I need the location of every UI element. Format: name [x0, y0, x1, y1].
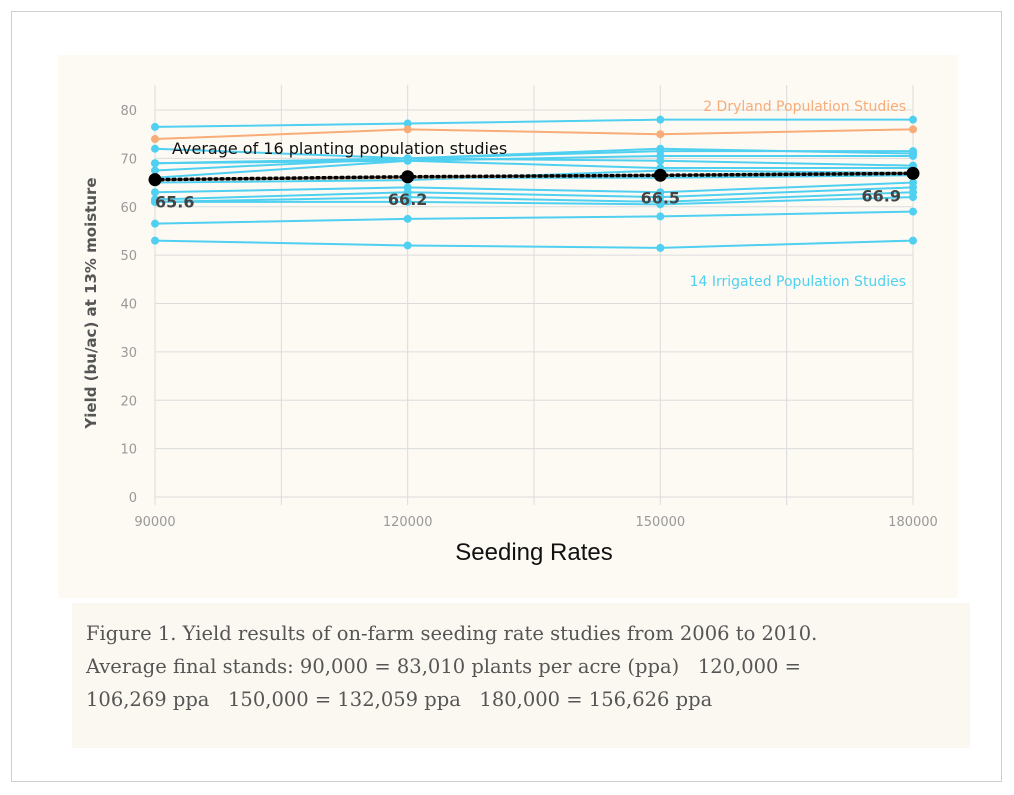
average-series-point [148, 173, 162, 187]
chart-labels: Yield (bu/ac) at 13% moisture Seeding Ra… [82, 99, 906, 566]
irrigated-series-point [656, 200, 665, 209]
dryland-series-point [656, 130, 665, 139]
series-lines: 65.6 66.2 66.5 66.9 [148, 115, 920, 252]
figure-caption: Figure 1. Yield results of on-farm seedi… [72, 603, 970, 748]
irrigated-series-line [154, 239, 914, 249]
irrigated-series-point [151, 236, 159, 245]
y-tick-label: 10 [120, 443, 137, 458]
irrigated-series-point [151, 188, 159, 197]
caption-line-1: Figure 1. Yield results of on-farm seedi… [86, 622, 818, 645]
chart-background [58, 55, 958, 598]
irrigated-series-point [909, 115, 917, 124]
irrigated-series-point [909, 207, 917, 216]
irrigated-series-point [909, 151, 917, 160]
x-tick-label: 150000 [636, 515, 686, 530]
average-series-point [906, 166, 920, 180]
x-axis-label: Seeding Rates [455, 539, 612, 566]
irrigated-series-line [154, 118, 913, 128]
irrigated-series-line [154, 181, 914, 194]
y-tick-label: 80 [120, 104, 137, 119]
y-tick-label: 0 [129, 491, 137, 506]
irrigated-annotation: 14 Irrigated Population Studies [690, 274, 906, 290]
irrigated-series-point [909, 193, 917, 202]
dryland-annotation: 2 Dryland Population Studies [703, 99, 906, 115]
irrigated-series-point [403, 119, 412, 128]
irrigated-series-line [154, 147, 914, 165]
irrigated-series-line [154, 210, 914, 225]
caption-line-3: 106,269 ppa 150,000 = 132,059 ppa 180,00… [86, 688, 713, 711]
dryland-series-point [151, 135, 159, 144]
y-tick-label: 50 [120, 249, 137, 264]
average-data-label: 66.9 [862, 186, 901, 205]
average-data-label: 66.5 [641, 188, 680, 207]
irrigated-series-line [154, 186, 914, 201]
irrigated-series-point [403, 156, 412, 165]
dryland-series-line [154, 128, 914, 141]
x-tick-label: 120000 [383, 515, 433, 530]
irrigated-series-point [151, 159, 159, 168]
dryland-series-point [909, 125, 917, 134]
dryland-series-point [403, 125, 412, 134]
x-tick-label: 90000 [134, 515, 175, 530]
irrigated-series-point [403, 214, 412, 223]
y-tick-label: 60 [120, 201, 137, 216]
irrigated-series-point [151, 122, 159, 131]
irrigated-series-point [656, 156, 665, 165]
y-tick-label: 40 [120, 298, 137, 313]
y-axis-label: Yield (bu/ac) at 13% moisture [82, 177, 100, 429]
average-data-label: 65.6 [155, 193, 194, 212]
average-series-line [153, 171, 915, 182]
y-tick-label: 20 [120, 394, 137, 409]
grid: 0 10 20 30 40 50 60 70 80 90000 120000 150000 180000 [120, 85, 938, 530]
irrigated-series-point [403, 241, 412, 250]
caption-line-2: Average final stands: 90,000 = 83,010 pl… [86, 655, 801, 678]
irrigated-series-line [155, 196, 914, 206]
y-tick-label: 70 [120, 152, 137, 167]
irrigated-series-point [656, 144, 665, 153]
irrigated-series-point [656, 115, 665, 124]
irrigated-series-line [154, 154, 913, 165]
irrigated-series-line [154, 157, 914, 172]
irrigated-series-point [403, 197, 412, 206]
y-tick-label: 30 [120, 346, 137, 361]
irrigated-series-point [909, 236, 917, 245]
average-annotation: Average of 16 planting population studie… [172, 139, 507, 158]
irrigated-series-line [154, 159, 913, 179]
average-data-label: 66.2 [388, 190, 427, 209]
x-tick-label: 180000 [888, 515, 938, 530]
irrigated-series-point [656, 243, 665, 252]
irrigated-series-point [151, 144, 159, 153]
average-series-point [401, 170, 415, 184]
irrigated-series-point [656, 212, 665, 221]
average-series-point [653, 168, 667, 182]
irrigated-series-point [151, 166, 159, 175]
irrigated-series-point [151, 197, 159, 206]
irrigated-series-line [154, 191, 914, 203]
irrigated-series-point [151, 219, 159, 228]
